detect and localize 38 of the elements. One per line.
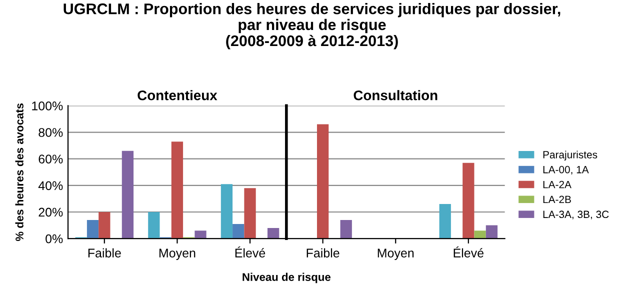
bar	[267, 228, 280, 239]
bar	[194, 230, 206, 239]
y-tick-label: 100%	[32, 102, 63, 110]
y-tick-label: 40%	[38, 181, 63, 190]
bar	[439, 204, 451, 239]
x-tick-label: Faible	[88, 248, 121, 258]
legend-label: Parajuristes	[543, 150, 598, 160]
x-tick-label: Moyen	[159, 248, 196, 260]
bar	[148, 212, 160, 239]
chart-title: Contentieux	[138, 90, 218, 100]
bar	[340, 220, 352, 239]
y-axis-title: % des heures des avocats	[15, 103, 24, 242]
x-tick-label: Élevé	[235, 246, 266, 258]
y-tick-label: 0%	[46, 234, 63, 244]
legend-label: LA-2B	[543, 196, 571, 204]
bar	[486, 225, 498, 239]
bar	[232, 224, 244, 239]
legend-label: LA-00, 1A	[543, 166, 589, 175]
legend-label: LA-3A, 3B, 3C	[543, 210, 609, 220]
y-tick-label: 80%	[38, 128, 63, 137]
bar	[244, 188, 256, 239]
x-tick-label: Moyen	[378, 248, 414, 260]
x-tick-label: Élevé	[454, 246, 484, 258]
bar	[98, 212, 110, 239]
bar	[462, 162, 474, 239]
x-axis-title: Niveau de risque	[242, 272, 330, 284]
bar	[474, 230, 486, 239]
y-tick-label: 20%	[38, 208, 63, 217]
bar	[316, 124, 329, 239]
bar	[171, 142, 184, 239]
chart-subtitle: UGRCLM : Proportion des heures de services juridiques par dossier, par niveau de risque (2008-2009 à 2012-2013)	[64, 3, 560, 50]
bar	[86, 220, 99, 239]
legend-label: LA-2A	[543, 180, 572, 188]
y-tick-label: 60%	[38, 154, 63, 164]
chart-title: Consultation	[354, 90, 438, 100]
x-tick-label: Faible	[306, 248, 340, 258]
bar	[220, 184, 233, 239]
bar	[122, 150, 134, 239]
